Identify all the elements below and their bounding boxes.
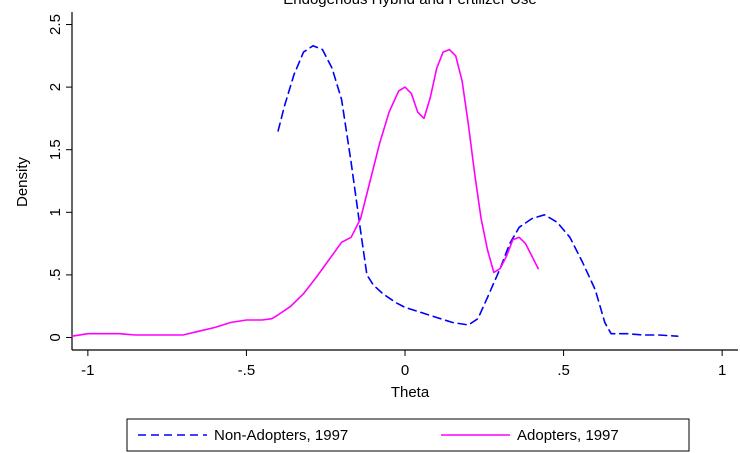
y-tick-label: 2.5 (47, 14, 64, 35)
legend-label-non-adopters: Non-Adopters, 1997 (214, 427, 348, 444)
x-tick-label: -.5 (238, 362, 256, 379)
y-tick-label: 2 (47, 83, 64, 91)
legend: Non-Adopters, 1997 Adopters, 1997 (126, 418, 690, 452)
x-tick-label: .5 (557, 362, 570, 379)
y-axis: 0 .5 1 1.5 2 2.5 (47, 14, 72, 342)
series-line-non-adopters (277, 44, 679, 338)
series-layer (71, 44, 679, 338)
x-tick-label: 1 (718, 362, 726, 379)
y-tick-label: 1 (47, 208, 64, 216)
x-tick-label: -1 (81, 362, 94, 379)
y-axis-title: Density (14, 156, 31, 207)
x-axis: -1 -.5 0 .5 1 (81, 350, 726, 379)
series-line-adopters (71, 48, 540, 338)
y-tick-label: 1.5 (47, 139, 64, 160)
y-tick-label: .5 (47, 269, 64, 282)
legend-box (126, 418, 690, 452)
x-axis-title: Theta (391, 384, 430, 401)
y-tick-label: 0 (47, 333, 64, 341)
legend-label-adopters: Adopters, 1997 (517, 427, 619, 444)
x-tick-label: 0 (401, 362, 409, 379)
chart-title: Endogenous Hybrid and Fertilizer Use (283, 0, 536, 8)
